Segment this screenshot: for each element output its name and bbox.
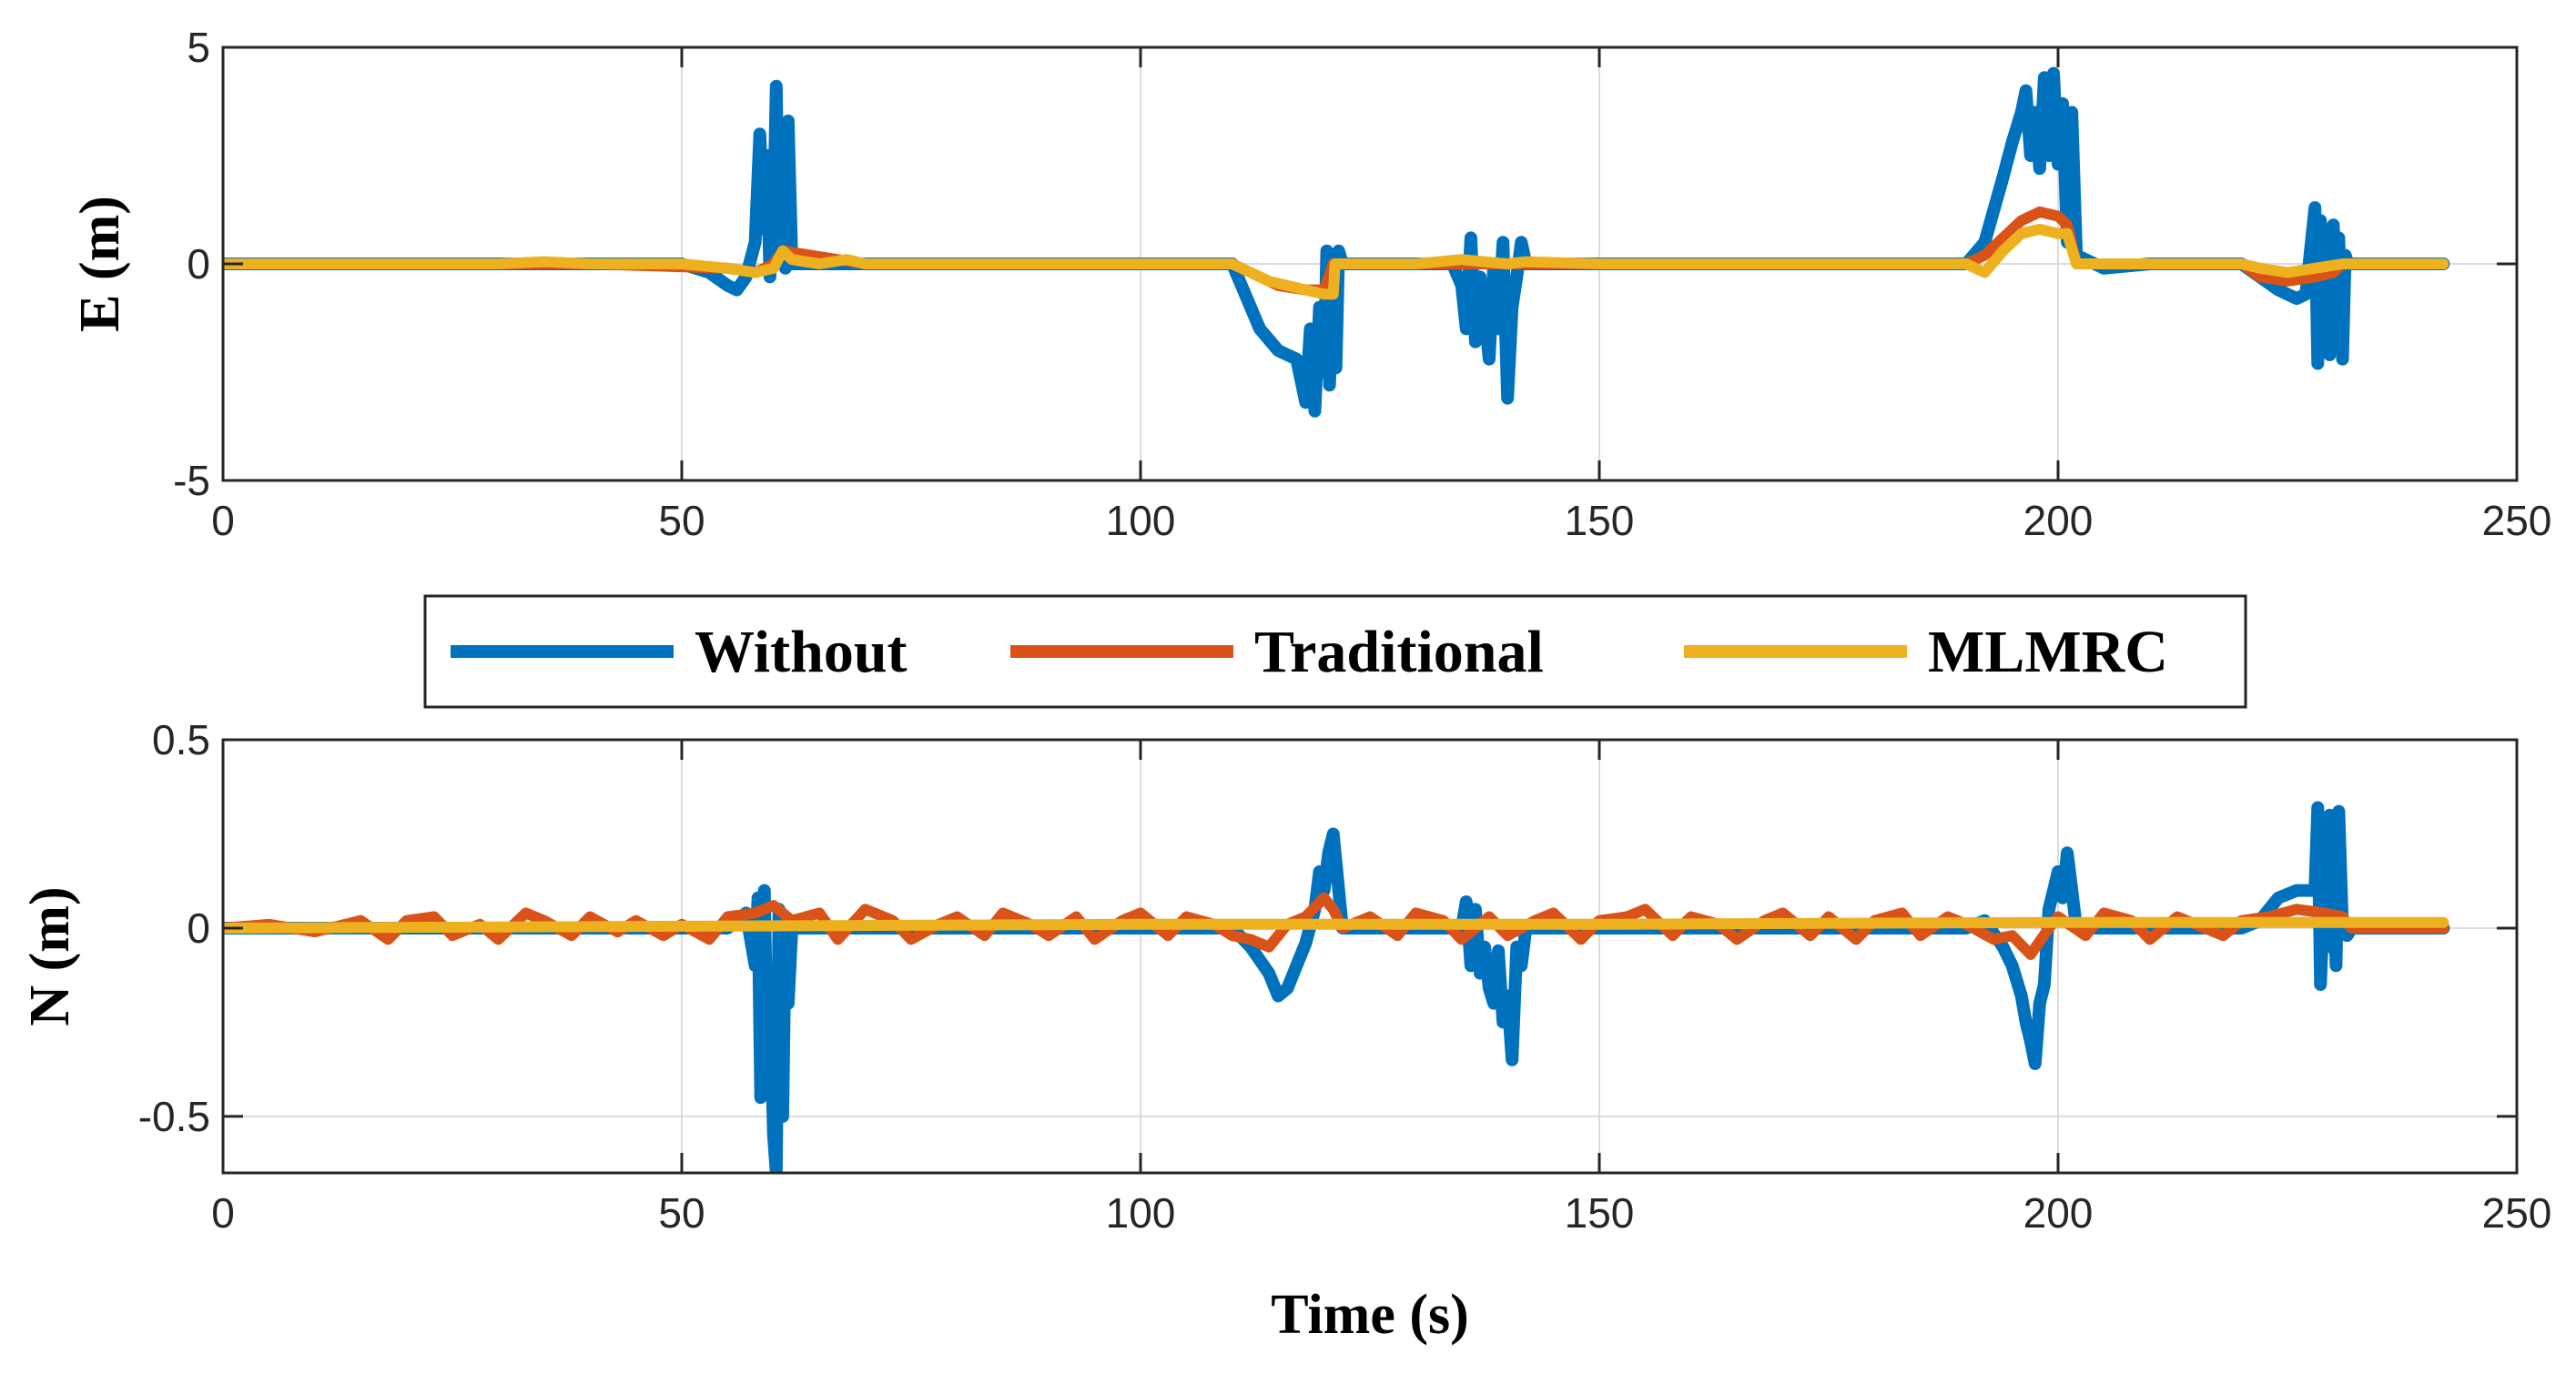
top-series-mlmrc: [223, 223, 2449, 300]
bottom-y-axis-label: N (m): [19, 886, 81, 1025]
bottom-xtick-label: 200: [2023, 1189, 2094, 1237]
bottom-series: [223, 801, 2450, 1173]
bottom-xtick-label: 150: [1565, 1189, 1635, 1237]
top-axes: 0 50 100 150 200 250-505 E (m): [69, 24, 2551, 544]
top-xtick-label: 200: [2023, 497, 2094, 544]
legend-label-without: Without: [695, 619, 908, 685]
bottom-ytick-label: 0: [187, 904, 210, 952]
bottom-ytick-label: -0.5: [138, 1093, 210, 1140]
bottom-xtick-label: 100: [1106, 1189, 1176, 1237]
bottom-ticks: 0 50 100 150 200 250 -0.5 0 0.5: [138, 716, 2552, 1237]
top-xtick-label: 150: [1565, 497, 1635, 544]
bottom-xtick-label: 250: [2482, 1189, 2552, 1237]
bottom-series-without: [223, 801, 2450, 1173]
top-ticks: 0 50 100 150 200 250-505: [173, 24, 2551, 544]
top-ytick-label: -5: [173, 457, 210, 504]
bottom-axes: 0 50 100 150 200 250 -0.5 0 0.5 N (m) Time (s): [19, 716, 2551, 1346]
top-xtick-label: 100: [1106, 497, 1176, 544]
top-series: [223, 66, 2450, 418]
bottom-xtick-label: 0: [211, 1189, 235, 1237]
top-ytick-label: 0: [187, 240, 210, 288]
bottom-series-mlmrc: [223, 916, 2449, 934]
top-y-axis-label: E (m): [69, 196, 131, 332]
legend-label-mlmrc: MLMRC: [1928, 619, 2168, 685]
legend-box: [423, 594, 2247, 709]
legend-label-traditional: Traditional: [1254, 619, 1544, 685]
bottom-ytick-label: 0.5: [152, 716, 210, 763]
bottom-axes-box: [221, 738, 2519, 1175]
bottom-x-axis-label: Time (s): [1271, 1284, 1469, 1346]
top-xtick-label: 50: [658, 497, 705, 544]
top-series-without: [223, 66, 2450, 418]
top-xtick-label: 0: [211, 497, 235, 544]
top-xtick-label: 250: [2482, 497, 2552, 544]
bottom-xtick-label: 50: [658, 1189, 705, 1237]
legend: Without Traditional MLMRC: [423, 594, 2247, 709]
bottom-grid: [222, 739, 2518, 1173]
top-ytick-label: 5: [187, 24, 210, 71]
